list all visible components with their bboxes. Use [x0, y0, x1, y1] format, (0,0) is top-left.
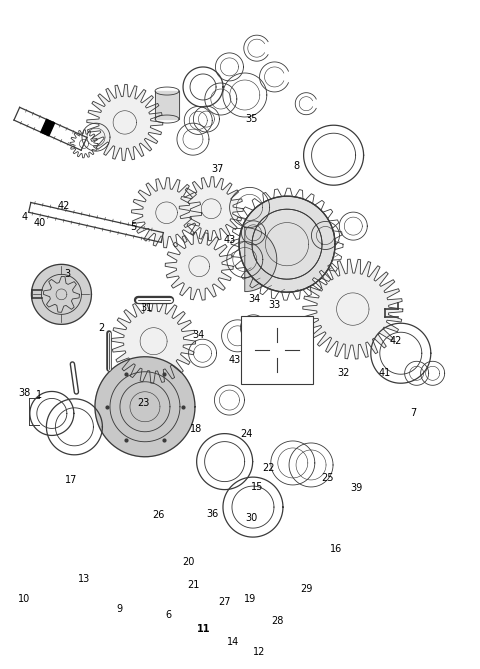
Polygon shape: [165, 232, 233, 300]
Text: 26: 26: [152, 510, 165, 520]
Text: 5: 5: [130, 223, 137, 232]
Text: 34: 34: [248, 294, 261, 304]
Polygon shape: [179, 177, 243, 241]
Polygon shape: [111, 299, 196, 383]
Text: 16: 16: [330, 544, 342, 553]
Text: 36: 36: [206, 509, 219, 518]
Text: 35: 35: [246, 114, 258, 124]
Text: 28: 28: [271, 616, 284, 626]
Polygon shape: [32, 264, 91, 324]
Text: 15: 15: [251, 482, 263, 492]
Text: 41: 41: [379, 369, 391, 378]
Polygon shape: [132, 178, 202, 248]
Text: 14: 14: [227, 638, 239, 647]
Text: 8: 8: [294, 161, 300, 171]
Text: 40: 40: [33, 218, 46, 227]
Text: 34: 34: [192, 330, 204, 339]
Text: 37: 37: [211, 164, 224, 173]
Text: 6: 6: [165, 611, 171, 620]
Text: 11: 11: [197, 624, 211, 634]
Polygon shape: [155, 91, 179, 119]
Text: 31: 31: [140, 303, 153, 312]
Text: 29: 29: [300, 584, 312, 593]
Bar: [241, 316, 313, 384]
Text: 32: 32: [337, 369, 349, 378]
Text: 39: 39: [350, 484, 362, 493]
Text: 17: 17: [65, 476, 77, 485]
Polygon shape: [239, 196, 335, 292]
Text: 4: 4: [22, 213, 28, 222]
Text: 20: 20: [182, 557, 195, 567]
Text: 9: 9: [116, 604, 122, 613]
Text: 2: 2: [98, 323, 105, 332]
Text: 18: 18: [190, 425, 202, 434]
Text: 1: 1: [36, 390, 42, 399]
Text: 43: 43: [223, 235, 236, 244]
Polygon shape: [41, 119, 55, 136]
Text: 42: 42: [390, 337, 402, 346]
Text: 23: 23: [137, 398, 149, 407]
Text: 10: 10: [18, 594, 30, 603]
Text: 7: 7: [410, 409, 417, 418]
Polygon shape: [303, 259, 403, 359]
Text: 43: 43: [228, 355, 240, 365]
Text: 42: 42: [57, 201, 70, 211]
Text: 25: 25: [321, 474, 334, 483]
Text: 22: 22: [263, 464, 275, 473]
Text: 33: 33: [268, 300, 281, 310]
Text: 12: 12: [253, 648, 265, 657]
Polygon shape: [251, 324, 303, 376]
Text: 19: 19: [243, 594, 256, 603]
Text: 24: 24: [240, 429, 252, 438]
Text: 21: 21: [187, 581, 200, 590]
Polygon shape: [245, 227, 277, 292]
Text: 38: 38: [18, 389, 30, 398]
Polygon shape: [95, 357, 195, 457]
Text: 27: 27: [218, 597, 231, 607]
Polygon shape: [87, 84, 163, 161]
Text: 13: 13: [78, 574, 90, 583]
Text: 3: 3: [64, 270, 70, 279]
Text: 30: 30: [245, 514, 257, 523]
